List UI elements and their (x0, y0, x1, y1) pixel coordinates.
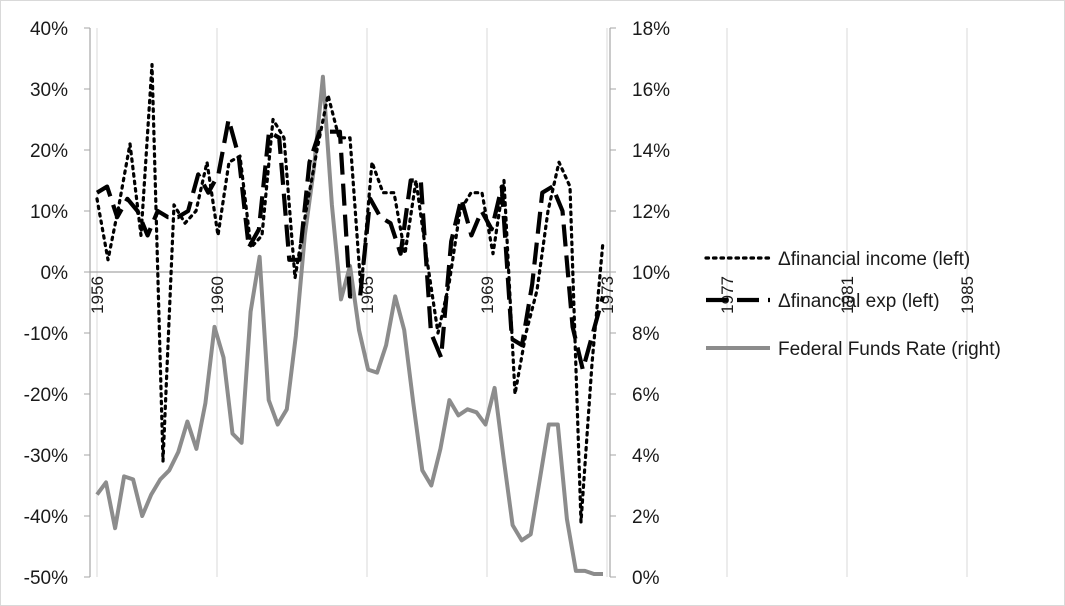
x-tick-label: 1956 (88, 276, 107, 314)
left-tick-label: 40% (30, 19, 68, 40)
right-tick-label: 10% (632, 263, 670, 284)
left-tick-label: -40% (24, 507, 68, 528)
x-tick-labels: 1956196019651969197319771981198519891993… (88, 276, 977, 314)
left-tick-label: 10% (30, 202, 68, 223)
right-tick-label: 8% (632, 324, 660, 345)
right-tick-label: 14% (632, 141, 670, 162)
right-tick-label: 16% (632, 80, 670, 101)
right-tick-label: 12% (632, 202, 670, 223)
right-tick-label: 6% (632, 385, 660, 406)
x-tick-label: 1981 (838, 276, 857, 314)
x-tick-label: 1973 (598, 276, 617, 314)
right-y-tick-labels: 18% 16% 14% 12% 10% 8% 6% 4% 2% 0% (610, 19, 670, 589)
series-lines (95, 62, 606, 576)
left-tick-label: 0% (41, 263, 69, 284)
left-tick-label: -30% (24, 446, 68, 467)
left-tick-label: -10% (24, 324, 68, 345)
series-line-1 (95, 117, 606, 372)
x-tick-label: 1985 (958, 276, 977, 314)
legend-label: Δfinancial income (left) (778, 249, 970, 270)
right-tick-label: 18% (632, 19, 670, 40)
right-tick-label: 0% (632, 568, 660, 589)
legend: Δfinancial income (left) Δfinancial exp (… (704, 249, 1001, 360)
x-tick-label: 1960 (208, 276, 227, 314)
right-tick-label: 2% (632, 507, 660, 528)
left-tick-label: -20% (24, 385, 68, 406)
left-tick-label: 20% (30, 141, 68, 162)
left-tick-label: -50% (24, 568, 68, 589)
x-tick-label: 1977 (718, 276, 737, 314)
vertical-gridlines (96, 28, 968, 577)
legend-label: Δfinancial exp (left) (778, 291, 940, 312)
left-tick-label: 30% (30, 80, 68, 101)
legend-label: Federal Funds Rate (right) (778, 339, 1001, 360)
x-tick-label: 1969 (478, 276, 497, 314)
right-tick-label: 4% (632, 446, 660, 467)
left-y-tick-labels: 40% 30% 20% 10% 0% -10% -20% -30% -40% -50% (24, 19, 90, 589)
